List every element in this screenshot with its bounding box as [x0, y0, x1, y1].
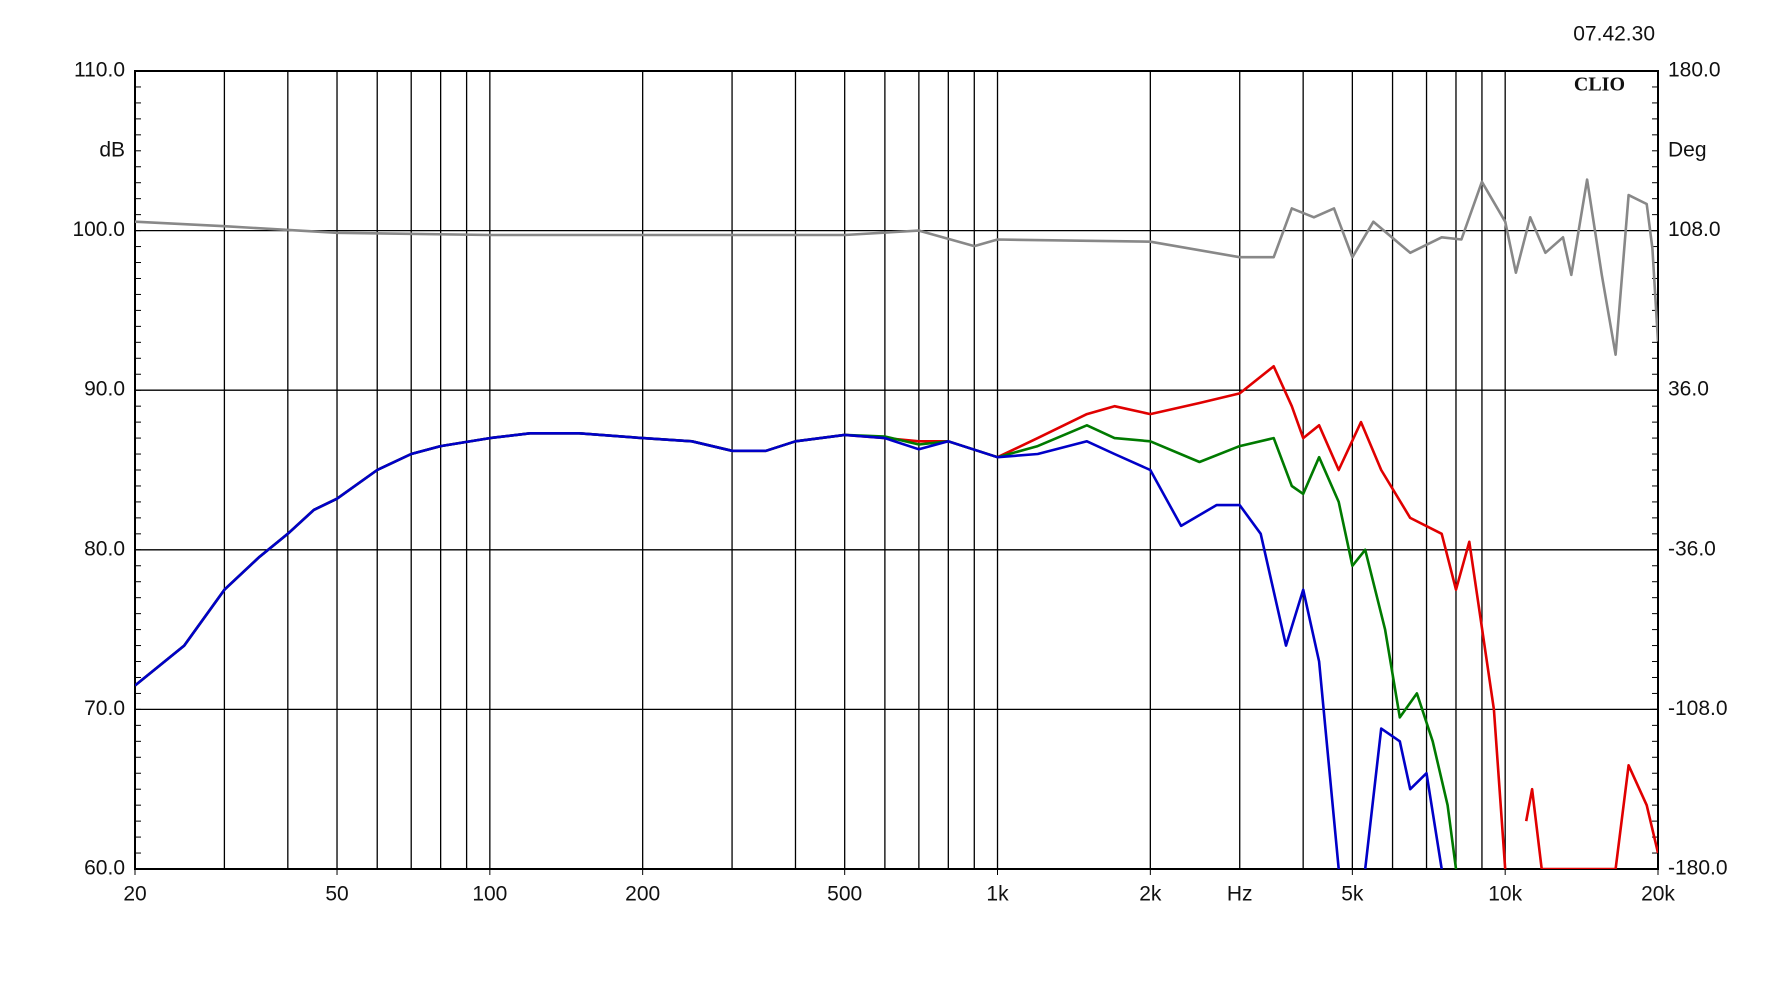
y-axis-label: dB: [99, 139, 125, 162]
y2-tick-label: 36.0: [1668, 378, 1709, 401]
y-tick-label: 100.0: [72, 218, 125, 241]
x-tick-label: 2k: [1139, 883, 1162, 906]
x-tick-label: 5k: [1341, 883, 1364, 906]
y-tick-label: 110.0: [74, 59, 125, 82]
y-tick-label: 70.0: [84, 697, 125, 720]
x-tick-label: 10k: [1488, 883, 1522, 906]
x-tick-label: 20: [123, 883, 146, 906]
y-tick-label: 90.0: [84, 378, 125, 401]
x-tick-label: 200: [625, 883, 660, 906]
series-line: [135, 178, 1658, 356]
series-line: [135, 432, 1443, 869]
y2-tick-label: -180.0: [1668, 857, 1728, 880]
x-tick-label: 500: [827, 883, 862, 906]
x-tick-label: 100: [472, 883, 507, 906]
y2-tick-label: -108.0: [1668, 697, 1728, 720]
brand: CLIO: [1574, 74, 1625, 96]
y2-tick-label: -36.0: [1668, 537, 1716, 560]
y2-tick-label: 180.0: [1668, 59, 1721, 82]
plot-area: [135, 178, 1658, 869]
x-axis-label: Hz: [1227, 883, 1253, 906]
plot-frame: [134, 70, 1659, 870]
x-tick-label: 1k: [986, 883, 1009, 906]
y2-tick-label: 108.0: [1668, 218, 1721, 241]
x-tick-label: 50: [325, 883, 348, 906]
x-tick-label: 20k: [1641, 883, 1675, 906]
timestamp: 07.42.30: [1573, 23, 1655, 46]
y-tick-label: 60.0: [84, 857, 125, 880]
y-tick-label: 80.0: [84, 537, 125, 560]
y2-axis-label: Deg: [1668, 139, 1707, 162]
